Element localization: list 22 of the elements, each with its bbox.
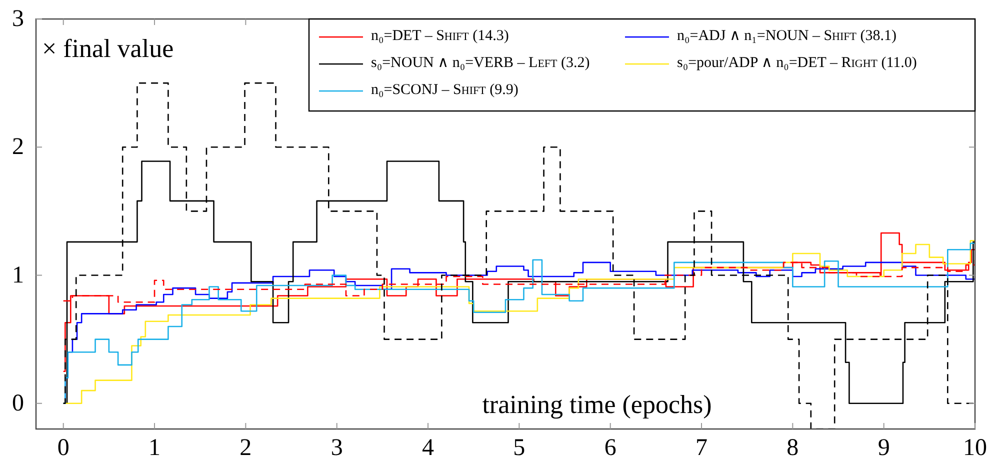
legend-label: n₀=SCONJ – Shift (9.9) [371, 82, 518, 98]
y-tick-label: 0 [12, 390, 24, 416]
legend-label: n₀=DET – Shift (14.3) [371, 28, 509, 44]
legend-label: n₀=ADJ ∧ n₁=NOUN – Shift (38.1) [677, 28, 896, 44]
x-tick-label: 1 [148, 435, 161, 461]
legend-label: s₀=pour/ADP ∧ n₀=DET – Right (11.0) [677, 55, 917, 72]
x-tick-label: 5 [513, 435, 526, 461]
x-tick-label: 2 [240, 435, 252, 461]
x-tick-label: 4 [422, 435, 434, 461]
legend-label: s₀=NOUN ∧ n₀=VERB – Left (3.2) [371, 55, 590, 72]
x-tick-label: 10 [963, 435, 987, 461]
x-tick-label: 9 [878, 435, 890, 461]
x-tick-label: 7 [696, 435, 708, 461]
x-tick-label: 8 [786, 435, 799, 461]
y-tick-label: 3 [12, 6, 24, 32]
annotation: × final value [42, 34, 174, 63]
y-tick-label: 2 [12, 134, 24, 160]
y-tick-label: 1 [12, 262, 24, 288]
x-tick-label: 6 [604, 435, 616, 461]
x-tick-label: 3 [330, 435, 343, 461]
x-axis-title: training time (epochs) [482, 390, 712, 419]
x-tick-label: 0 [57, 435, 70, 461]
